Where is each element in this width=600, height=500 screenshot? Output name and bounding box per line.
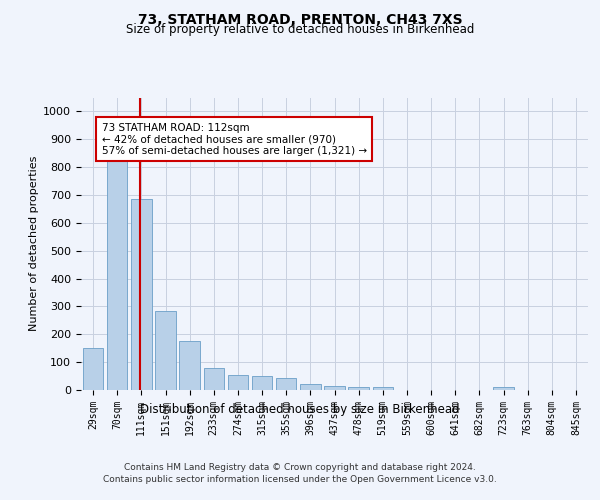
Text: Size of property relative to detached houses in Birkenhead: Size of property relative to detached ho… — [126, 22, 474, 36]
Bar — [324, 386, 345, 390]
Text: 73 STATHAM ROAD: 112sqm
← 42% of detached houses are smaller (970)
57% of semi-d: 73 STATHAM ROAD: 112sqm ← 42% of detache… — [101, 122, 367, 156]
Text: Contains HM Land Registry data © Crown copyright and database right 2024.: Contains HM Land Registry data © Crown c… — [124, 462, 476, 471]
Text: Distribution of detached houses by size in Birkenhead: Distribution of detached houses by size … — [140, 402, 460, 415]
Bar — [493, 387, 514, 390]
Bar — [276, 378, 296, 390]
Bar — [203, 368, 224, 390]
Y-axis label: Number of detached properties: Number of detached properties — [29, 156, 39, 332]
Bar — [349, 387, 369, 390]
Bar — [107, 160, 127, 390]
Bar — [373, 387, 393, 390]
Bar — [252, 376, 272, 390]
Bar — [131, 199, 152, 390]
Bar — [300, 384, 320, 390]
Bar — [179, 341, 200, 390]
Text: Contains public sector information licensed under the Open Government Licence v3: Contains public sector information licen… — [103, 475, 497, 484]
Bar — [155, 310, 176, 390]
Bar — [83, 348, 103, 390]
Bar — [227, 374, 248, 390]
Text: 73, STATHAM ROAD, PRENTON, CH43 7XS: 73, STATHAM ROAD, PRENTON, CH43 7XS — [137, 12, 463, 26]
